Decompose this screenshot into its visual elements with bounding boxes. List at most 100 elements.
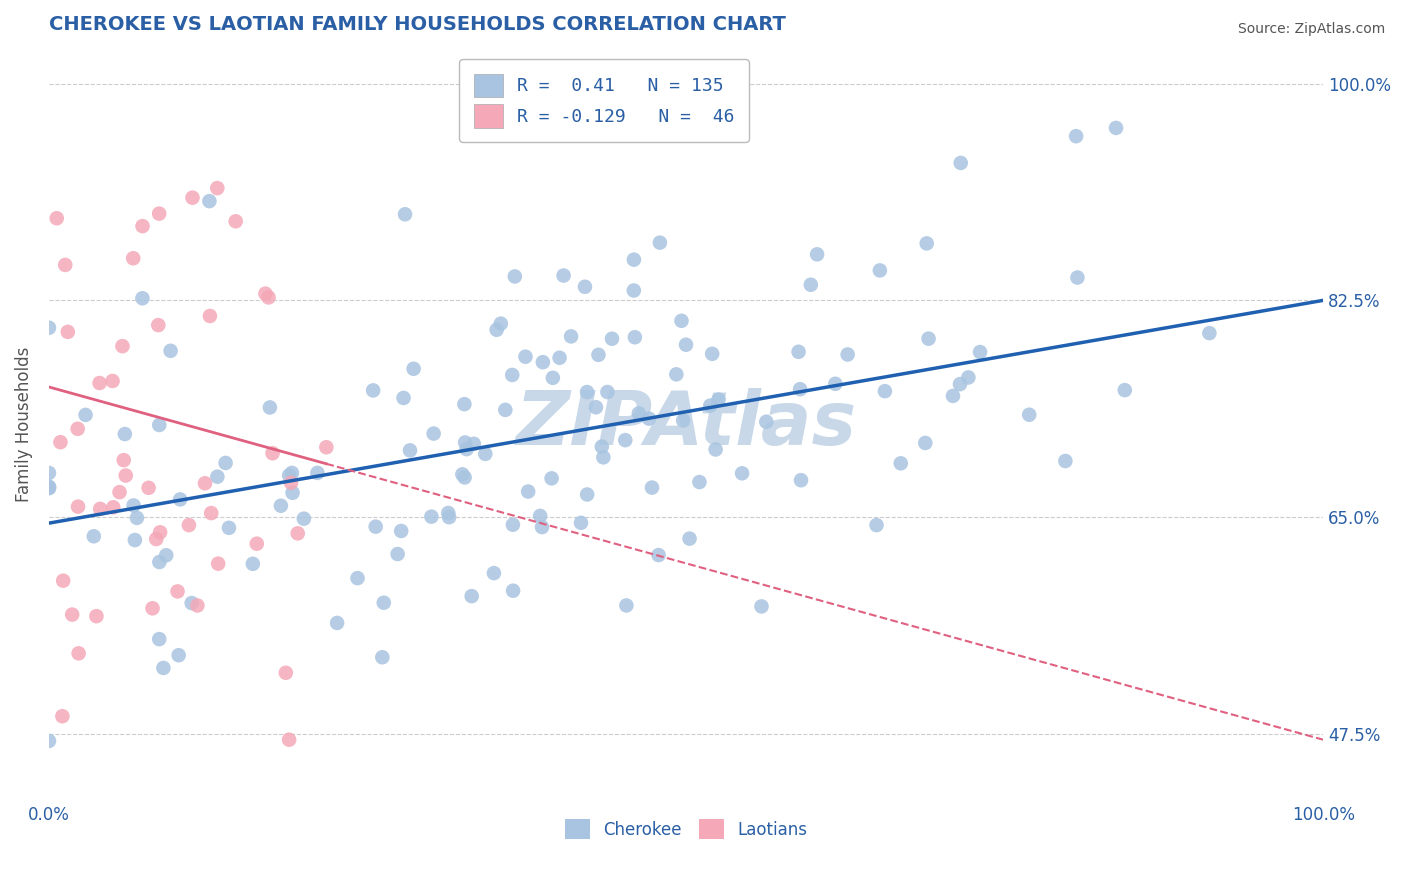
Point (529, 508, 551, 523)
Point (346, 571, 368, 585)
Point (451, 467, 474, 482)
Point (169, 492, 191, 507)
Point (800, 277, 823, 292)
Point (1066, 270, 1088, 285)
Point (574, 279, 596, 293)
Point (200, 506, 222, 520)
Point (373, 596, 395, 610)
Point (688, 475, 710, 489)
Point (949, 377, 972, 392)
Text: Source: ZipAtlas.com: Source: ZipAtlas.com (1237, 22, 1385, 37)
Point (259, 401, 281, 415)
Point (315, 440, 337, 454)
Point (453, 397, 475, 411)
Point (789, 382, 811, 396)
Point (131, 291, 153, 305)
Point (553, 268, 575, 283)
Point (402, 361, 425, 376)
Point (1105, 120, 1128, 135)
Text: ZIPAtlas: ZIPAtlas (516, 388, 856, 460)
Point (503, 269, 526, 284)
Point (647, 548, 669, 562)
Point (207, 557, 229, 571)
Point (560, 329, 582, 343)
Point (122, 499, 145, 513)
Point (474, 447, 496, 461)
Point (824, 376, 846, 391)
Point (755, 415, 778, 429)
Point (731, 467, 754, 481)
Point (957, 370, 980, 384)
Point (49, 435, 72, 450)
Point (278, 732, 301, 747)
Point (361, 384, 384, 398)
Point (155, 549, 177, 563)
Point (678, 532, 700, 546)
Point (494, 403, 516, 417)
Point (86, 609, 108, 624)
Point (108, 485, 131, 500)
Point (1064, 129, 1087, 144)
Point (627, 406, 650, 420)
Point (145, 532, 167, 546)
Point (181, 191, 204, 205)
Point (548, 351, 571, 365)
Point (437, 510, 460, 524)
Point (89, 376, 111, 390)
Point (51, 709, 73, 723)
Point (67, 646, 90, 660)
Point (463, 437, 485, 451)
Point (540, 471, 562, 485)
Point (326, 615, 349, 630)
Point (592, 450, 614, 465)
Point (672, 413, 695, 427)
Point (671, 314, 693, 328)
Point (600, 332, 623, 346)
Point (541, 371, 564, 385)
Point (281, 466, 304, 480)
Point (152, 661, 174, 675)
Point (186, 599, 208, 613)
Point (460, 589, 482, 603)
Point (915, 236, 938, 251)
Point (588, 348, 610, 362)
Point (148, 417, 170, 432)
Point (675, 337, 697, 351)
Point (114, 468, 136, 483)
Point (531, 355, 554, 369)
Point (148, 318, 170, 332)
Point (837, 347, 859, 361)
Point (389, 524, 412, 538)
Point (131, 219, 153, 234)
Point (454, 435, 477, 450)
Point (167, 648, 190, 663)
Point (66, 422, 89, 436)
Point (387, 547, 409, 561)
Point (614, 433, 637, 447)
Point (1018, 408, 1040, 422)
Point (124, 533, 146, 547)
Point (790, 473, 813, 487)
Point (198, 194, 221, 208)
Point (292, 511, 315, 525)
Point (52, 574, 75, 588)
Point (38, 320, 60, 334)
Point (148, 632, 170, 647)
Point (114, 427, 136, 442)
Point (420, 509, 443, 524)
Point (111, 339, 134, 353)
Point (648, 235, 671, 250)
Point (60, 607, 83, 622)
Point (38, 481, 60, 495)
Point (364, 519, 387, 533)
Point (869, 263, 891, 277)
Point (246, 536, 269, 550)
Point (699, 399, 721, 413)
Point (624, 330, 647, 344)
Point (38, 480, 60, 494)
Point (38, 480, 60, 494)
Point (489, 317, 512, 331)
Point (482, 566, 505, 581)
Point (89, 501, 111, 516)
Point (194, 476, 217, 491)
